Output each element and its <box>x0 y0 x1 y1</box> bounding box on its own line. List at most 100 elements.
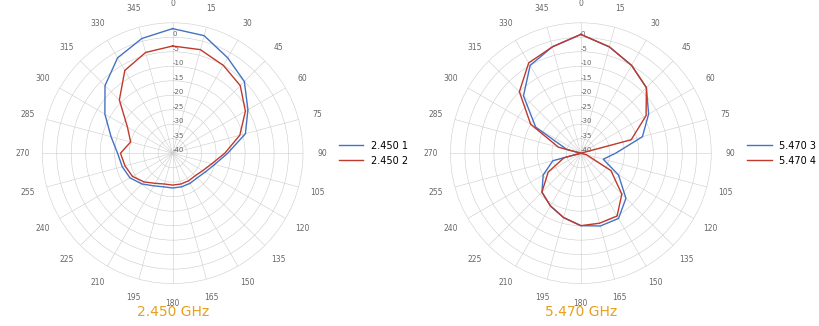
2.450 2 <box>151 181 161 185</box>
5.470 4 <box>576 151 586 155</box>
5.470 4 <box>514 90 524 94</box>
2.450 1 <box>210 163 219 167</box>
2.450 2 <box>141 51 151 54</box>
2.450 2 <box>235 133 245 137</box>
5.470 3 <box>548 159 558 163</box>
2.450 1 <box>241 132 251 136</box>
5.470 4 <box>559 215 568 219</box>
5.470 4 <box>537 190 547 194</box>
5.470 4 <box>612 214 622 218</box>
2.450 2 <box>241 109 251 113</box>
2.450 1 <box>192 176 202 180</box>
Text: 5.470 GHz: 5.470 GHz <box>545 305 617 319</box>
5.470 4 <box>576 33 586 37</box>
5.470 4 <box>627 138 636 142</box>
2.450 2 <box>115 151 125 155</box>
2.450 2 <box>235 84 245 88</box>
5.470 3 <box>562 147 572 151</box>
2.450 1 <box>159 185 169 189</box>
5.470 3 <box>637 135 647 139</box>
2.450 2 <box>198 169 208 172</box>
2.450 1 <box>199 34 209 37</box>
2.450 1 <box>168 27 178 31</box>
Legend: 2.450 1, 2.450 2: 2.450 1, 2.450 2 <box>339 141 409 166</box>
5.470 4 <box>576 224 586 228</box>
5.470 3 <box>559 215 568 219</box>
5.470 4 <box>641 113 651 117</box>
2.450 1 <box>100 84 110 88</box>
2.450 2 <box>168 44 178 48</box>
2.450 2 <box>120 68 129 72</box>
2.450 1 <box>239 80 249 83</box>
5.470 3 <box>641 86 651 90</box>
2.450 1 <box>168 27 178 31</box>
5.470 3 <box>611 151 621 155</box>
5.470 3 <box>595 224 605 228</box>
2.450 2 <box>123 125 133 129</box>
Line: 5.470 3: 5.470 3 <box>523 35 649 226</box>
5.470 3 <box>576 33 586 37</box>
2.450 2 <box>190 174 200 178</box>
Text: 2.450 GHz: 2.450 GHz <box>137 305 209 319</box>
2.450 2 <box>207 162 217 166</box>
5.470 3 <box>644 112 654 116</box>
2.450 1 <box>106 135 116 139</box>
5.470 3 <box>599 157 609 161</box>
5.470 4 <box>576 33 586 37</box>
2.450 1 <box>117 165 127 169</box>
2.450 2 <box>128 174 138 178</box>
5.470 3 <box>576 33 586 37</box>
5.470 3 <box>545 204 555 208</box>
5.470 3 <box>537 190 547 194</box>
2.450 2 <box>126 140 136 144</box>
5.470 4 <box>606 169 616 172</box>
5.470 3 <box>538 173 548 177</box>
5.470 3 <box>576 224 586 228</box>
2.450 1 <box>137 182 147 186</box>
5.470 4 <box>595 221 604 225</box>
2.450 2 <box>219 64 229 67</box>
2.450 2 <box>120 164 130 168</box>
5.470 3 <box>518 94 528 98</box>
2.450 1 <box>223 56 233 60</box>
2.450 1 <box>125 176 135 180</box>
2.450 1 <box>201 170 210 174</box>
2.450 1 <box>113 56 123 60</box>
Line: 2.450 2: 2.450 2 <box>120 46 246 185</box>
5.470 4 <box>581 153 591 157</box>
5.470 3 <box>627 64 636 67</box>
5.470 4 <box>641 86 651 90</box>
5.470 3 <box>613 216 623 220</box>
5.470 4 <box>604 45 614 49</box>
2.450 1 <box>100 112 110 116</box>
2.450 1 <box>185 181 195 185</box>
2.450 2 <box>160 182 170 186</box>
Line: 2.450 1: 2.450 1 <box>105 29 248 188</box>
5.470 4 <box>524 61 534 65</box>
5.470 3 <box>525 64 535 67</box>
2.450 1 <box>243 108 253 112</box>
2.450 2 <box>168 183 178 187</box>
5.470 3 <box>576 151 586 155</box>
5.470 3 <box>613 173 623 177</box>
2.450 1 <box>149 184 159 188</box>
2.450 2 <box>168 44 178 48</box>
5.470 4 <box>576 151 586 155</box>
2.450 2 <box>176 182 186 186</box>
5.470 4 <box>559 156 569 160</box>
5.470 3 <box>531 125 541 129</box>
2.450 1 <box>113 151 123 155</box>
5.470 3 <box>604 45 614 49</box>
2.450 2 <box>183 179 193 183</box>
Line: 5.470 4: 5.470 4 <box>519 35 646 226</box>
5.470 3 <box>547 45 557 49</box>
2.450 2 <box>196 48 206 52</box>
2.450 2 <box>115 98 124 102</box>
2.450 1 <box>223 151 233 155</box>
5.470 4 <box>547 45 557 49</box>
2.450 2 <box>219 151 229 155</box>
2.450 1 <box>137 37 147 40</box>
5.470 4 <box>526 122 536 126</box>
2.450 1 <box>168 186 178 190</box>
2.450 1 <box>177 185 187 189</box>
